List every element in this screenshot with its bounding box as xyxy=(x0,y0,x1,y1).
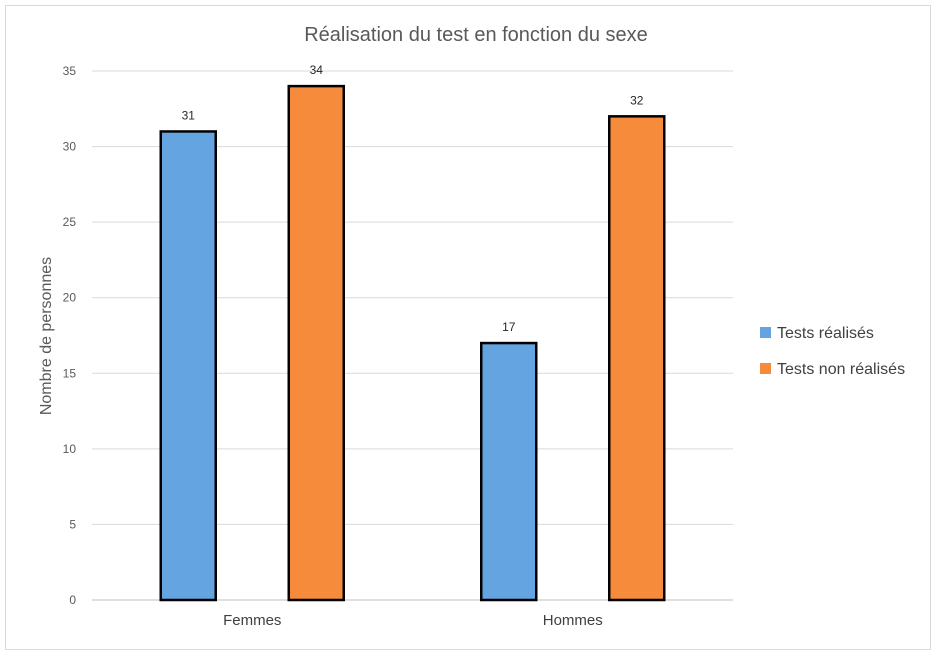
bars xyxy=(159,84,666,602)
y-axis: 0 5 10 15 20 25 30 35 xyxy=(63,64,77,607)
y-tick-label: 25 xyxy=(63,215,77,229)
legend-label-tests-non-realises: Tests non réalisés xyxy=(777,361,905,378)
x-axis: Femmes Hommes xyxy=(223,612,603,629)
bar xyxy=(480,341,538,602)
bar xyxy=(608,115,666,602)
data-labels: 31 34 17 32 xyxy=(182,63,644,334)
y-tick-label: 5 xyxy=(69,517,76,531)
bar xyxy=(159,130,217,602)
x-category-label: Femmes xyxy=(223,612,281,629)
y-tick-label: 35 xyxy=(63,64,77,78)
data-label: 32 xyxy=(630,93,644,107)
y-tick-label: 10 xyxy=(63,442,77,456)
y-tick-label: 20 xyxy=(63,291,77,305)
data-label: 34 xyxy=(310,63,324,77)
y-tick-label: 0 xyxy=(69,593,76,607)
bar xyxy=(287,84,345,602)
legend-swatch-tests-non-realises xyxy=(760,363,771,374)
y-axis-title: Nombre de personnes xyxy=(38,257,55,415)
y-tick-label: 30 xyxy=(63,140,77,154)
data-label: 31 xyxy=(182,108,196,122)
chart-frame xyxy=(5,5,931,650)
legend-label-tests-realises: Tests réalisés xyxy=(777,325,874,342)
legend: Tests réalisés Tests non réalisés xyxy=(760,325,905,378)
x-category-label: Hommes xyxy=(543,612,603,629)
chart-title: Réalisation du test en fonction du sexe xyxy=(304,24,648,46)
legend-swatch-tests-realises xyxy=(760,327,771,338)
data-label: 17 xyxy=(502,320,516,334)
y-tick-label: 15 xyxy=(63,366,77,380)
